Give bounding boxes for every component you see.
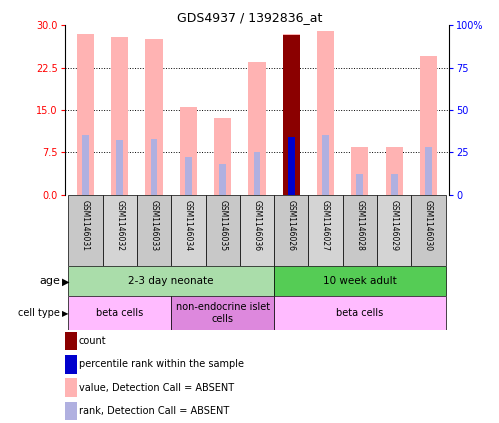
Text: ▶: ▶ <box>62 276 70 286</box>
Bar <box>82 135 89 195</box>
Text: GSM1146031: GSM1146031 <box>81 200 90 250</box>
Text: GSM1146034: GSM1146034 <box>184 200 193 251</box>
Bar <box>65 401 77 420</box>
Text: GSM1146026: GSM1146026 <box>287 200 296 250</box>
Text: GSM1146028: GSM1146028 <box>355 200 364 250</box>
Bar <box>420 56 437 195</box>
Bar <box>288 137 295 195</box>
Bar <box>253 152 260 195</box>
Bar <box>65 355 77 374</box>
Bar <box>219 164 226 195</box>
Text: rank, Detection Call = ABSENT: rank, Detection Call = ABSENT <box>79 406 229 416</box>
Bar <box>283 34 300 195</box>
Bar <box>249 62 265 195</box>
Bar <box>351 147 368 195</box>
FancyBboxPatch shape <box>68 266 274 296</box>
Bar <box>214 118 231 195</box>
Bar <box>386 147 403 195</box>
Bar <box>317 31 334 195</box>
FancyBboxPatch shape <box>137 195 171 266</box>
Text: value, Detection Call = ABSENT: value, Detection Call = ABSENT <box>79 383 234 393</box>
FancyBboxPatch shape <box>103 195 137 266</box>
Text: GDS4937 / 1392836_at: GDS4937 / 1392836_at <box>177 11 322 24</box>
Text: GSM1146033: GSM1146033 <box>150 200 159 251</box>
Bar <box>116 140 123 195</box>
FancyBboxPatch shape <box>274 195 308 266</box>
Bar <box>65 332 77 350</box>
Text: 2-3 day neonate: 2-3 day neonate <box>128 276 214 286</box>
Text: beta cells: beta cells <box>96 308 143 318</box>
FancyBboxPatch shape <box>240 195 274 266</box>
FancyBboxPatch shape <box>68 195 103 266</box>
Bar <box>146 39 163 195</box>
FancyBboxPatch shape <box>377 195 411 266</box>
Bar <box>65 378 77 397</box>
FancyBboxPatch shape <box>274 296 446 330</box>
FancyBboxPatch shape <box>171 195 206 266</box>
FancyBboxPatch shape <box>171 296 274 330</box>
Text: ▶: ▶ <box>62 308 69 318</box>
Bar <box>283 35 300 195</box>
FancyBboxPatch shape <box>68 296 171 330</box>
FancyBboxPatch shape <box>411 195 446 266</box>
Text: age: age <box>39 276 60 286</box>
Bar <box>151 139 158 195</box>
Text: GSM1146027: GSM1146027 <box>321 200 330 250</box>
FancyBboxPatch shape <box>343 195 377 266</box>
Text: GSM1146036: GSM1146036 <box>252 200 261 251</box>
Text: beta cells: beta cells <box>336 308 384 318</box>
FancyBboxPatch shape <box>274 266 446 296</box>
Text: non-endocrine islet
cells: non-endocrine islet cells <box>176 302 270 324</box>
Text: GSM1146035: GSM1146035 <box>218 200 227 251</box>
Text: 10 week adult: 10 week adult <box>323 276 397 286</box>
Bar <box>425 147 432 195</box>
Bar <box>391 174 398 195</box>
Bar <box>77 34 94 195</box>
Text: GSM1146029: GSM1146029 <box>390 200 399 250</box>
Text: GSM1146030: GSM1146030 <box>424 200 433 251</box>
Bar <box>322 135 329 195</box>
Text: GSM1146032: GSM1146032 <box>115 200 124 250</box>
Bar <box>111 37 128 195</box>
Text: count: count <box>79 336 106 346</box>
Bar <box>356 174 363 195</box>
FancyBboxPatch shape <box>308 195 343 266</box>
FancyBboxPatch shape <box>206 195 240 266</box>
Text: cell type: cell type <box>18 308 60 318</box>
Text: percentile rank within the sample: percentile rank within the sample <box>79 360 244 369</box>
Bar <box>288 135 295 195</box>
Bar <box>180 107 197 195</box>
Bar <box>185 157 192 195</box>
